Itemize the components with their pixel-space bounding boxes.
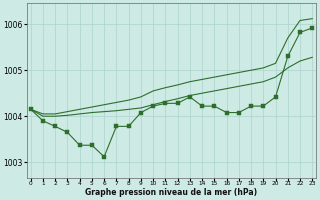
X-axis label: Graphe pression niveau de la mer (hPa): Graphe pression niveau de la mer (hPa): [85, 188, 258, 197]
